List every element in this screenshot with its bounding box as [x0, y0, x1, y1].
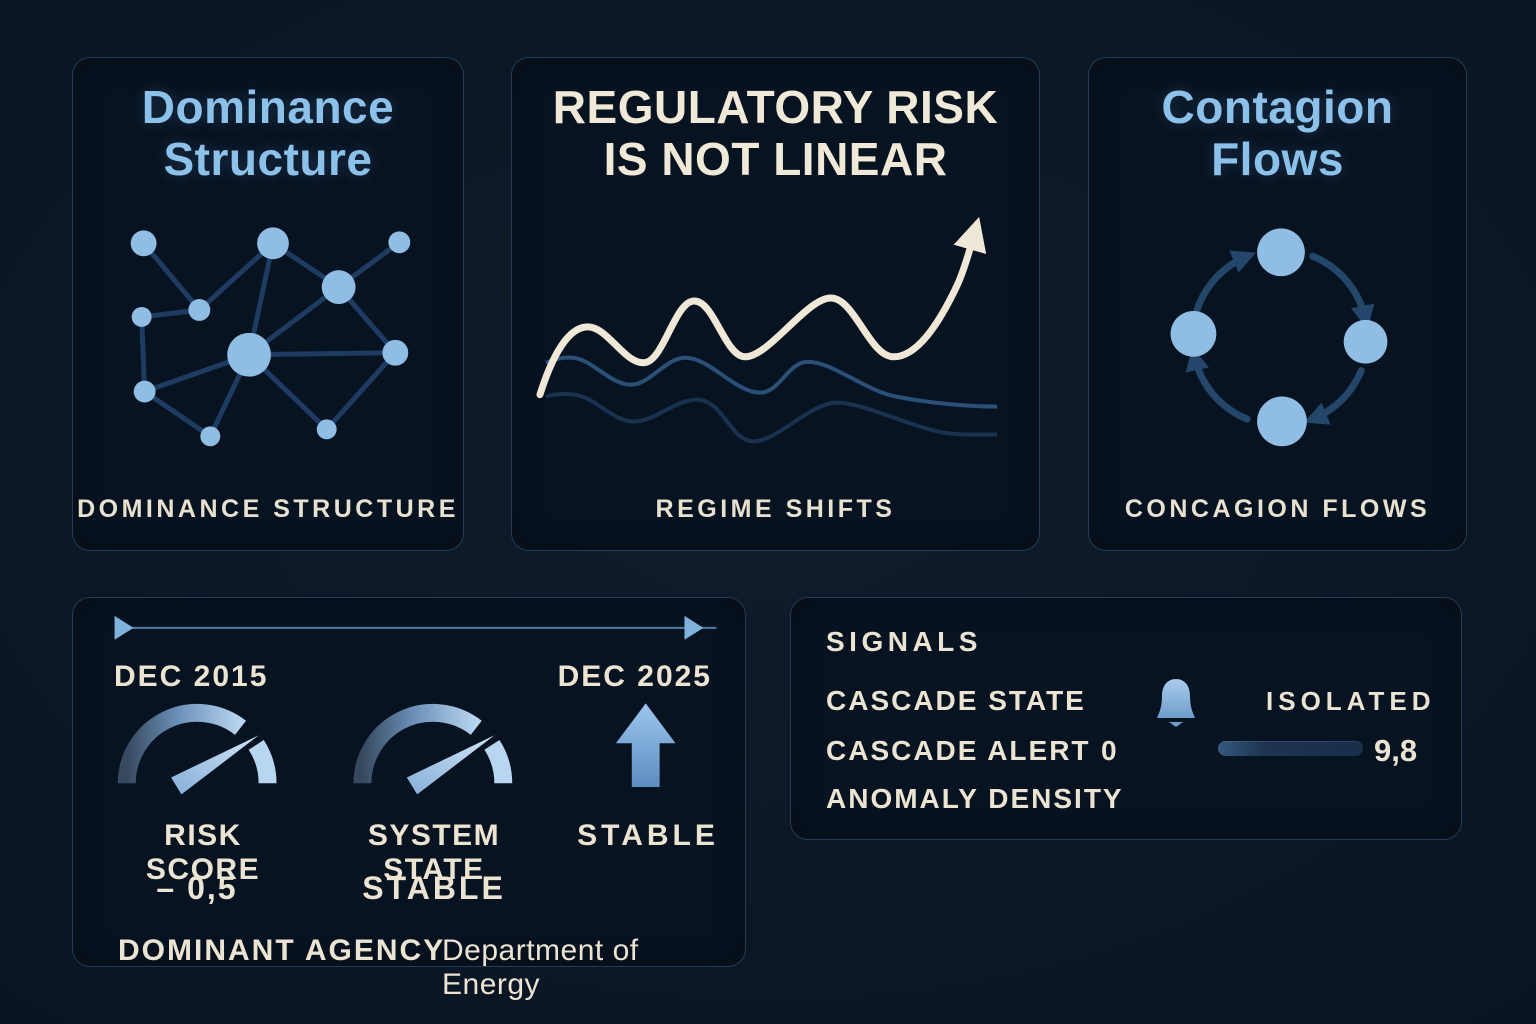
title-line-1: Dominance	[141, 81, 395, 133]
anomaly-density-value: 9,8	[1374, 733, 1418, 768]
timeline-gauges-graphic	[114, 615, 717, 795]
contagion-caption: CONCAGION FLOWS	[1124, 495, 1431, 523]
cascade-alert-count: 0	[1101, 735, 1117, 766]
regulatory-card-title: REGULATORY RISK IS NOT LINEAR	[512, 81, 1039, 186]
arrow-up-icon	[615, 703, 676, 787]
system-state-value: STABLE	[362, 870, 506, 906]
arrow-right-icon	[684, 615, 704, 640]
cascade-state-value: ISOLATED	[1266, 686, 1436, 716]
trend-label: STABLE	[577, 819, 719, 852]
title-line-2: IS NOT LINEAR	[603, 132, 948, 185]
card-contagion-flows: Contagion Flows CONCAGION FLOWS	[1088, 57, 1467, 551]
cycle-graphic	[1170, 228, 1388, 447]
cascade-alert-label: CASCADE ALERT	[826, 735, 1091, 766]
dominance-caption: DOMINANCE STRUCTURE	[77, 495, 459, 523]
dominant-agency-label: DOMINANT AGENCY	[118, 934, 446, 967]
network-graphic	[130, 227, 411, 447]
card-regulatory-risk: REGULATORY RISK IS NOT LINEAR REGIME SHI…	[511, 57, 1040, 551]
title-line-1: REGULATORY RISK	[552, 81, 999, 133]
risk-gauge-icon	[117, 703, 277, 795]
timeline-axis	[114, 615, 717, 640]
dominant-agency-value: Department of Energy	[442, 934, 639, 1001]
risk-score-label: RISK SCORE	[145, 819, 261, 886]
anomaly-density-bar	[1218, 741, 1363, 756]
title-line-2: Structure	[163, 132, 373, 185]
anomaly-density-label: ANOMALY DENSITY	[826, 783, 1124, 814]
regime-shift-chart	[536, 216, 998, 444]
title-line-1: Contagion	[1161, 81, 1394, 133]
cascade-state-label: CASCADE STATE	[826, 685, 1086, 716]
card-signals: SIGNALS CASCADE STATE ISOLATED CASCADE A…	[790, 597, 1462, 840]
contagion-card-title: Contagion Flows	[1089, 81, 1466, 186]
timeline-end-label: DEC 2025	[557, 660, 712, 693]
bell-icon	[1153, 676, 1199, 728]
card-dominance-structure: Dominance Structure	[72, 57, 464, 551]
arrow-right-icon	[114, 615, 134, 640]
timeline-start-label: DEC 2015	[114, 660, 269, 693]
system-gauge-icon	[353, 703, 513, 795]
dominance-card-title: Dominance Structure	[73, 81, 463, 186]
signals-title: SIGNALS	[826, 626, 982, 657]
regulatory-caption: REGIME SHIFTS	[655, 495, 896, 523]
risk-score-value: – 0,5	[156, 870, 238, 906]
system-state-label: SYSTEM STATE	[367, 819, 501, 886]
title-line-2: Flows	[1211, 132, 1344, 185]
card-timeline-summary: DEC 2015 DEC 2025 RISK SCORE – 0,5 SYSTE…	[72, 597, 746, 1001]
